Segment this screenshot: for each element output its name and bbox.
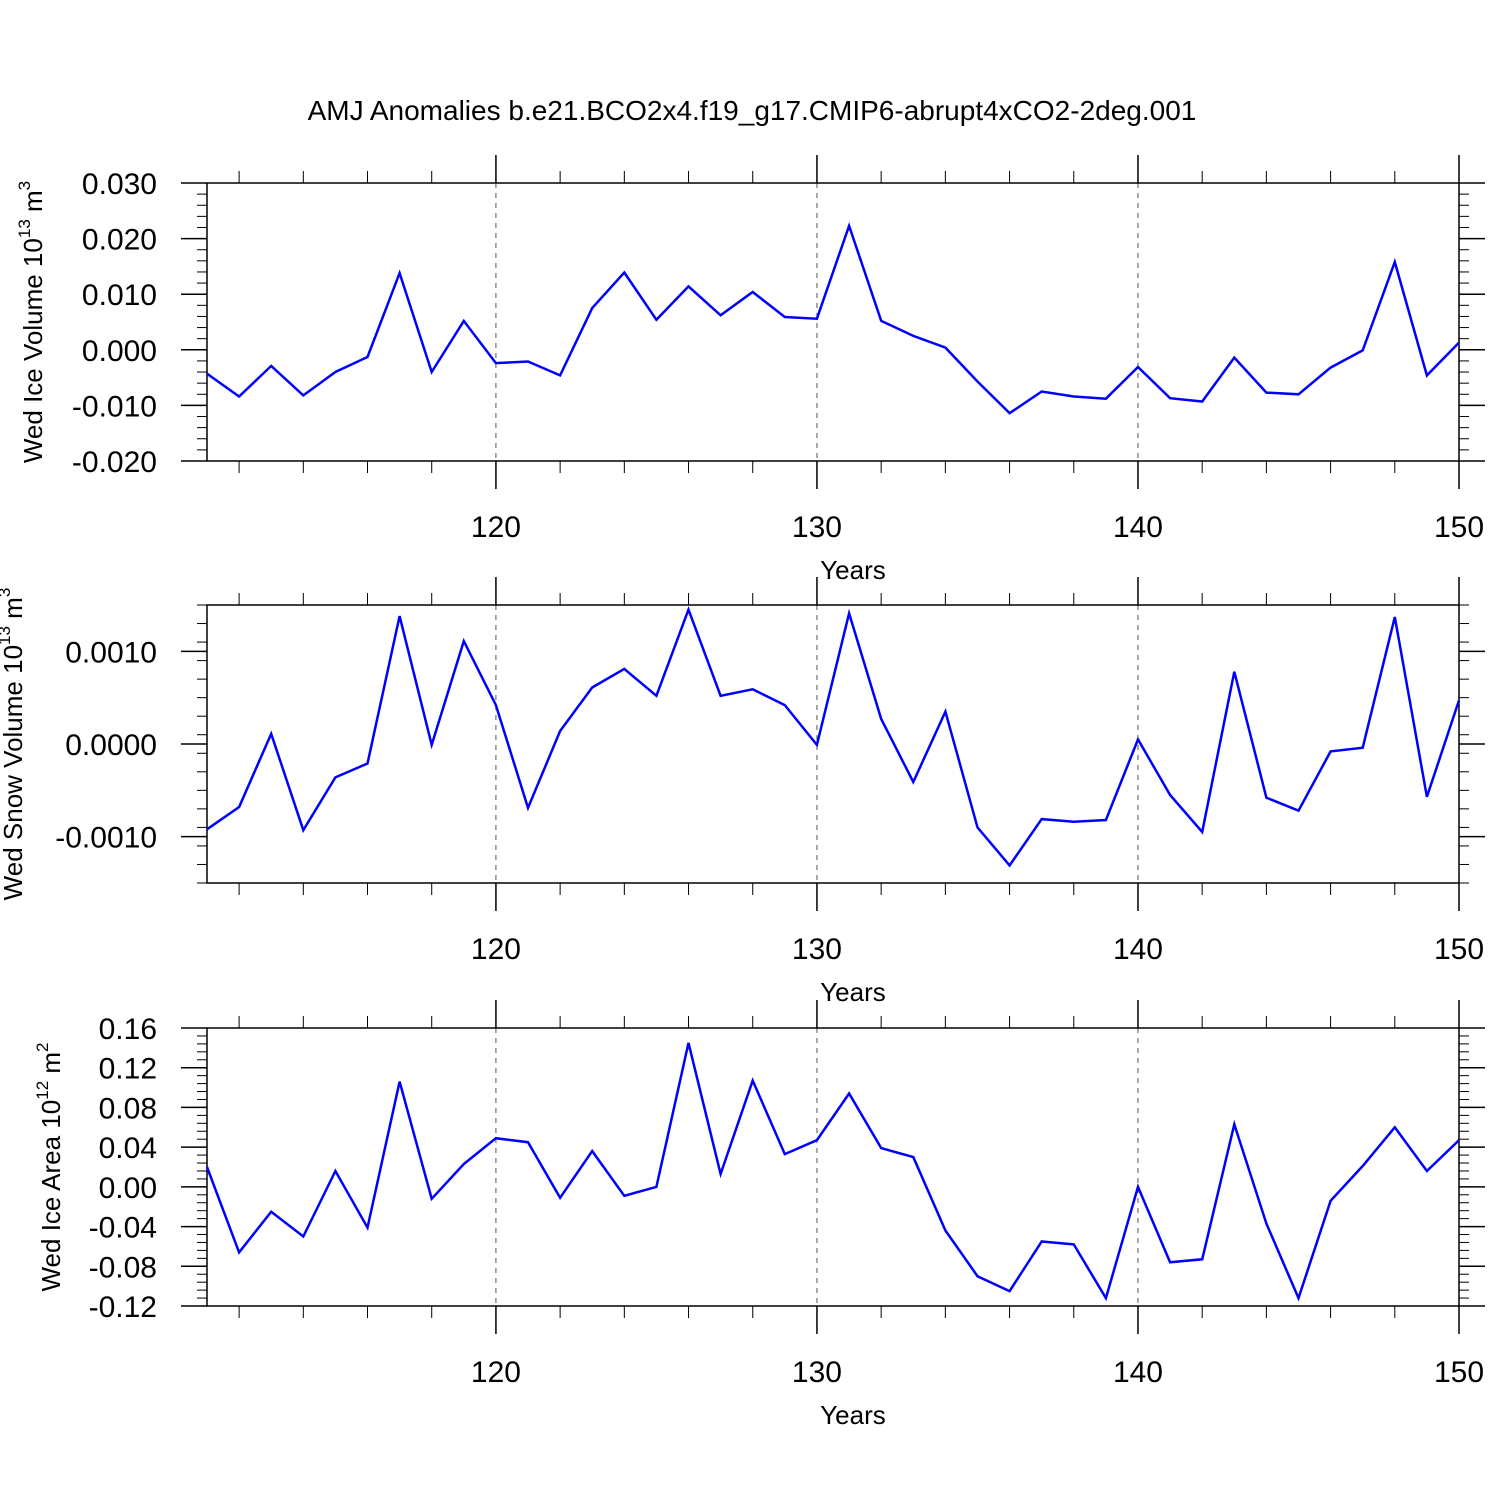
x-axis-label: Years [820, 1400, 886, 1430]
plot-frame [206, 604, 1460, 884]
y-tick-label: -0.08 [89, 1251, 157, 1284]
y-axis-label-exponent: 13 [15, 219, 34, 238]
y-tick-label: 0.12 [99, 1053, 157, 1086]
x-tick-label: 130 [792, 933, 842, 966]
y-tick-label: 0.0010 [65, 636, 157, 669]
y-axis-label-text: Wed Ice Volume 10 [18, 238, 48, 463]
y-tick-label: -0.020 [72, 446, 157, 479]
y-tick-label: 0.16 [99, 1013, 157, 1046]
x-tick-label: 120 [471, 511, 521, 544]
y-axis-label: Wed Snow Volume 1013 m3 [0, 588, 28, 901]
x-tick-label: 130 [792, 511, 842, 544]
y-axis-label-unit: m [18, 190, 48, 219]
y-tick-label: 0.030 [82, 168, 157, 201]
y-tick-label: 0.00 [99, 1172, 157, 1205]
y-tick-label: -0.12 [89, 1291, 157, 1324]
x-tick-label: 140 [1113, 933, 1163, 966]
y-tick-label: 0.0000 [65, 729, 157, 762]
figure-title: AMJ Anomalies b.e21.BCO2x4.f19_g17.CMIP6… [308, 95, 1197, 126]
y-axis-label-unit-exponent: 2 [33, 1042, 52, 1051]
y-tick-label: -0.04 [89, 1212, 157, 1245]
y-tick-label: 0.08 [99, 1092, 157, 1125]
x-tick-label: 120 [471, 1356, 521, 1389]
y-tick-label: -0.010 [72, 390, 157, 423]
series-line [205, 1042, 1460, 1302]
panels: -0.020 -0.010 0.000 0.010 0.020 0.030 120 130 14… [0, 155, 1485, 1430]
x-tick-label: 150 [1434, 1356, 1484, 1389]
panel-1: -0.020 -0.010 0.000 0.010 0.020 0.030 120 130 14… [15, 155, 1485, 585]
y-tick-label: 0.04 [99, 1132, 157, 1165]
y-axis-label-unit: m [0, 597, 28, 626]
panel-3: -0.12 -0.08 -0.04 0.00 0.04 0.08 0.12 0.16 120 13… [33, 1000, 1485, 1430]
y-axis-label-unit-exponent: 3 [0, 588, 14, 597]
x-axis-label: Years [820, 555, 886, 585]
x-tick-label: 140 [1113, 1356, 1163, 1389]
y-tick-label: -0.0010 [55, 822, 157, 855]
y-axis-label-text: Wed Ice Area 10 [36, 1100, 66, 1292]
y-axis-label-text: Wed Snow Volume 10 [0, 645, 28, 900]
y-axis-label-exponent: 12 [33, 1081, 52, 1100]
x-tick-label: 150 [1434, 933, 1484, 966]
y-axis-label-exponent: 13 [0, 626, 14, 645]
plot-frame [206, 1027, 1460, 1307]
series-line [206, 221, 1460, 415]
y-axis-label-unit-exponent: 3 [15, 181, 34, 190]
plot-frame [206, 182, 1460, 462]
x-axis-label: Years [820, 977, 886, 1007]
x-tick-label: 130 [792, 1356, 842, 1389]
y-axis-label-unit: m [36, 1052, 66, 1081]
x-tick-label: 150 [1434, 511, 1484, 544]
y-tick-label: 0.010 [82, 279, 157, 312]
y-axis-label: Wed Ice Volume 1013 m3 [15, 181, 48, 463]
y-tick-label: 0.020 [82, 224, 157, 257]
y-tick-label: 0.000 [82, 335, 157, 368]
x-tick-label: 120 [471, 933, 521, 966]
y-axis-label: Wed Ice Area 1012 m2 [33, 1042, 66, 1291]
x-tick-label: 140 [1113, 511, 1163, 544]
panel-2: -0.0010 0.0000 0.0010 120 130 140 150 Years Wed … [0, 577, 1485, 1007]
series-line [206, 606, 1461, 868]
